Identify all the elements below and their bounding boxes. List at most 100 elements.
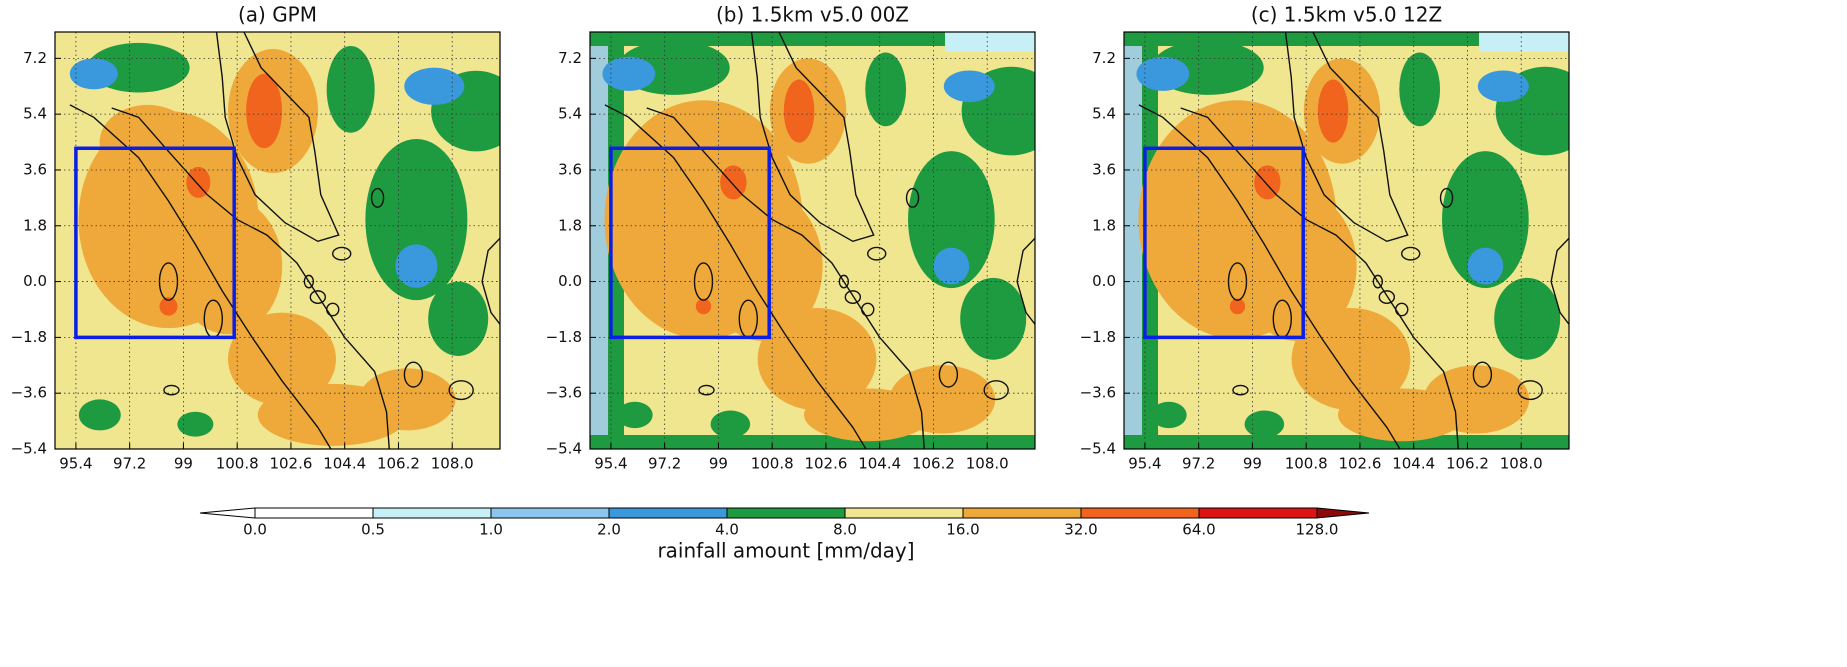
colorbar-tick-label: 2.0 bbox=[597, 521, 621, 539]
coastline bbox=[111, 107, 390, 449]
coastline bbox=[481, 237, 500, 326]
colorbar-extend-high bbox=[1316, 507, 1370, 519]
colorbar-tick-label: 8.0 bbox=[833, 521, 857, 539]
y-tick-label: −1.8 bbox=[1080, 328, 1116, 346]
island bbox=[326, 302, 340, 317]
map-panel bbox=[590, 32, 1035, 449]
field-patch bbox=[404, 67, 465, 105]
x-tick-label: 97.2 bbox=[1182, 455, 1215, 473]
x-tick-label: 95.4 bbox=[594, 455, 627, 473]
colorbar-segment bbox=[963, 508, 1081, 518]
colorbar-tick-label: 1.0 bbox=[479, 521, 503, 539]
x-tick-label: 104.4 bbox=[858, 455, 901, 473]
island bbox=[938, 361, 959, 388]
model-edge bbox=[945, 32, 1035, 52]
coastline bbox=[1180, 107, 1459, 449]
x-tick-label: 97.2 bbox=[113, 455, 146, 473]
colorbar-tick-label: 64.0 bbox=[1182, 521, 1215, 539]
region-box bbox=[1143, 146, 1305, 340]
coastline bbox=[215, 32, 340, 243]
colorbar-segment bbox=[373, 508, 491, 518]
colorbar-tick-label: 128.0 bbox=[1296, 521, 1339, 539]
island bbox=[1232, 384, 1249, 396]
y-tick-label: −5.4 bbox=[1080, 440, 1116, 458]
x-tick-label: 108.0 bbox=[431, 455, 474, 473]
field-patch bbox=[710, 410, 751, 438]
y-tick-label: 0.0 bbox=[558, 272, 582, 290]
field-patch bbox=[960, 277, 1027, 360]
field-patch bbox=[720, 165, 747, 200]
model-edge bbox=[590, 32, 608, 449]
colorbar-label: rainfall amount [mm/day] bbox=[657, 539, 914, 563]
y-tick-label: 3.6 bbox=[558, 160, 582, 178]
field-patch bbox=[1399, 52, 1441, 127]
y-tick-label: 0.0 bbox=[23, 272, 47, 290]
y-tick-label: 7.2 bbox=[1092, 49, 1116, 67]
y-tick-label: 3.6 bbox=[1092, 160, 1116, 178]
y-tick-label: −3.6 bbox=[1080, 384, 1116, 402]
field-patch bbox=[1150, 401, 1187, 429]
x-tick-label: 95.4 bbox=[1128, 455, 1161, 473]
x-tick-label: 102.6 bbox=[269, 455, 312, 473]
field-patch bbox=[246, 73, 283, 149]
field-patch bbox=[174, 197, 283, 335]
field-patch bbox=[933, 247, 970, 285]
field-patch bbox=[908, 151, 995, 289]
island bbox=[332, 246, 352, 261]
field-patch bbox=[1423, 365, 1530, 434]
colorbar-segment bbox=[845, 508, 963, 518]
x-tick-label: 102.6 bbox=[1338, 455, 1381, 473]
x-tick-label: 106.2 bbox=[1446, 455, 1489, 473]
colorbar-segment bbox=[255, 508, 373, 518]
island bbox=[861, 302, 875, 317]
coastline bbox=[604, 104, 867, 449]
plot-frame bbox=[589, 31, 1036, 450]
coastline bbox=[750, 32, 875, 243]
x-tick-label: 100.8 bbox=[216, 455, 259, 473]
island bbox=[448, 380, 474, 401]
field-patch bbox=[889, 365, 996, 434]
field-patch bbox=[865, 52, 907, 127]
island bbox=[403, 361, 424, 388]
colorbar-tick-label: 32.0 bbox=[1064, 521, 1097, 539]
panel-title: (b) 1.5km v5.0 00Z bbox=[716, 3, 909, 27]
y-tick-label: −1.8 bbox=[11, 328, 47, 346]
y-tick-label: −3.6 bbox=[11, 384, 47, 402]
x-tick-label: 97.2 bbox=[648, 455, 681, 473]
field-patch bbox=[227, 312, 336, 406]
x-tick-label: 100.8 bbox=[1285, 455, 1328, 473]
island bbox=[983, 380, 1009, 401]
y-tick-label: 1.8 bbox=[1092, 216, 1116, 234]
island bbox=[1372, 274, 1384, 289]
island bbox=[163, 384, 180, 396]
field-patch bbox=[78, 399, 121, 431]
field-patch bbox=[1229, 298, 1246, 315]
y-tick-label: −3.6 bbox=[546, 384, 582, 402]
field-patch bbox=[326, 45, 375, 133]
x-tick-label: 95.4 bbox=[59, 455, 92, 473]
field-patch bbox=[602, 56, 656, 91]
field-patch bbox=[703, 191, 823, 342]
colorbar-segment bbox=[727, 508, 845, 518]
field-patch bbox=[1494, 277, 1561, 360]
x-tick-label: 99 bbox=[1243, 455, 1262, 473]
y-tick-label: 3.6 bbox=[23, 160, 47, 178]
island bbox=[1378, 290, 1396, 304]
y-tick-label: 1.8 bbox=[23, 216, 47, 234]
colorbar-segment bbox=[1199, 508, 1317, 518]
field-patch bbox=[1175, 110, 1258, 174]
field-patch bbox=[1442, 151, 1529, 289]
island bbox=[1401, 246, 1421, 261]
island bbox=[1472, 361, 1493, 388]
coastline bbox=[1284, 32, 1409, 243]
field-patch bbox=[1291, 307, 1411, 411]
field-patch bbox=[69, 58, 118, 90]
island bbox=[838, 274, 850, 289]
island bbox=[1517, 380, 1543, 401]
field-patch bbox=[943, 70, 995, 103]
y-tick-label: 7.2 bbox=[23, 49, 47, 67]
region-box bbox=[74, 146, 236, 340]
island bbox=[309, 290, 327, 304]
island bbox=[844, 290, 862, 304]
